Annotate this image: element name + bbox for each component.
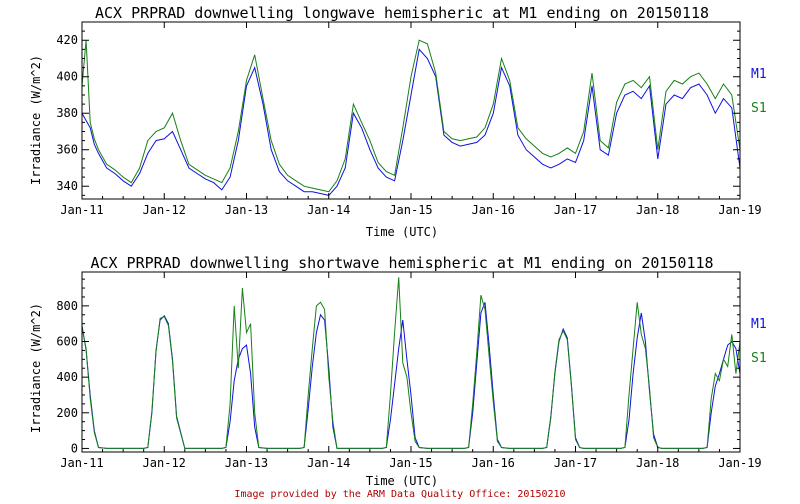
- shortwave-ytick-label: 0: [71, 441, 78, 455]
- longwave-xtick-label: Jan-18: [636, 203, 679, 217]
- shortwave-xtick-label: Jan-12: [143, 456, 186, 470]
- longwave-xtick-label: Jan-14: [307, 203, 350, 217]
- longwave-series-s1: [81, 39, 741, 193]
- shortwave-ytick-label: 800: [56, 299, 78, 313]
- longwave-xtick-label: Jan-19: [718, 203, 761, 217]
- credit-text: Image provided by the ARM Data Quality O…: [234, 489, 565, 500]
- longwave-ytick-label: 400: [56, 70, 78, 84]
- shortwave-xtick-label: Jan-13: [225, 456, 268, 470]
- longwave-xtick-label: Jan-12: [143, 203, 186, 217]
- shortwave-xtick-label: Jan-18: [636, 456, 679, 470]
- longwave-ytick-label: 360: [56, 143, 78, 157]
- longwave-xtick-label: Jan-15: [389, 203, 432, 217]
- longwave-chart: ACX PRPRAD downwelling longwave hemisphe…: [29, 4, 767, 239]
- longwave-xlabel: Time (UTC): [366, 225, 438, 239]
- shortwave-xtick-label: Jan-17: [554, 456, 597, 470]
- shortwave-ytick-label: 200: [56, 406, 78, 420]
- shortwave-xtick-label: Jan-11: [60, 456, 103, 470]
- shortwave-xlabel: Time (UTC): [366, 474, 438, 488]
- longwave-ytick-label: 380: [56, 106, 78, 120]
- longwave-legend-m1: M1: [751, 67, 767, 82]
- shortwave-xtick-label: Jan-14: [307, 456, 350, 470]
- longwave-xtick-label: Jan-11: [60, 203, 103, 217]
- shortwave-ylabel: Irradiance (W/m^2): [29, 303, 43, 433]
- longwave-ytick-label: 420: [56, 33, 78, 47]
- shortwave-ytick-label: 600: [56, 335, 78, 349]
- longwave-legend-s1: S1: [751, 101, 767, 116]
- longwave-xtick-label: Jan-13: [225, 203, 268, 217]
- shortwave-legend-s1: S1: [751, 351, 767, 366]
- shortwave-series-s1: [81, 277, 741, 449]
- shortwave-xtick-label: Jan-16: [472, 456, 515, 470]
- shortwave-xtick-label: Jan-19: [718, 456, 761, 470]
- longwave-xtick-label: Jan-17: [554, 203, 597, 217]
- longwave-series-m1: [81, 48, 741, 196]
- shortwave-ytick-label: 400: [56, 370, 78, 384]
- shortwave-series-m1: [81, 302, 741, 449]
- longwave-xtick-label: Jan-16: [472, 203, 515, 217]
- shortwave-plot-frame: [81, 271, 741, 453]
- longwave-ylabel: Irradiance (W/m^2): [29, 55, 43, 185]
- shortwave-title: ACX PRPRAD downwelling shortwave hemisph…: [90, 254, 713, 272]
- longwave-ytick-label: 340: [56, 179, 78, 193]
- longwave-plot-frame: [81, 21, 741, 200]
- shortwave-xtick-label: Jan-15: [389, 456, 432, 470]
- longwave-title: ACX PRPRAD downwelling longwave hemisphe…: [95, 4, 709, 22]
- shortwave-chart: ACX PRPRAD downwelling shortwave hemisph…: [29, 254, 767, 488]
- shortwave-legend-m1: M1: [751, 317, 767, 332]
